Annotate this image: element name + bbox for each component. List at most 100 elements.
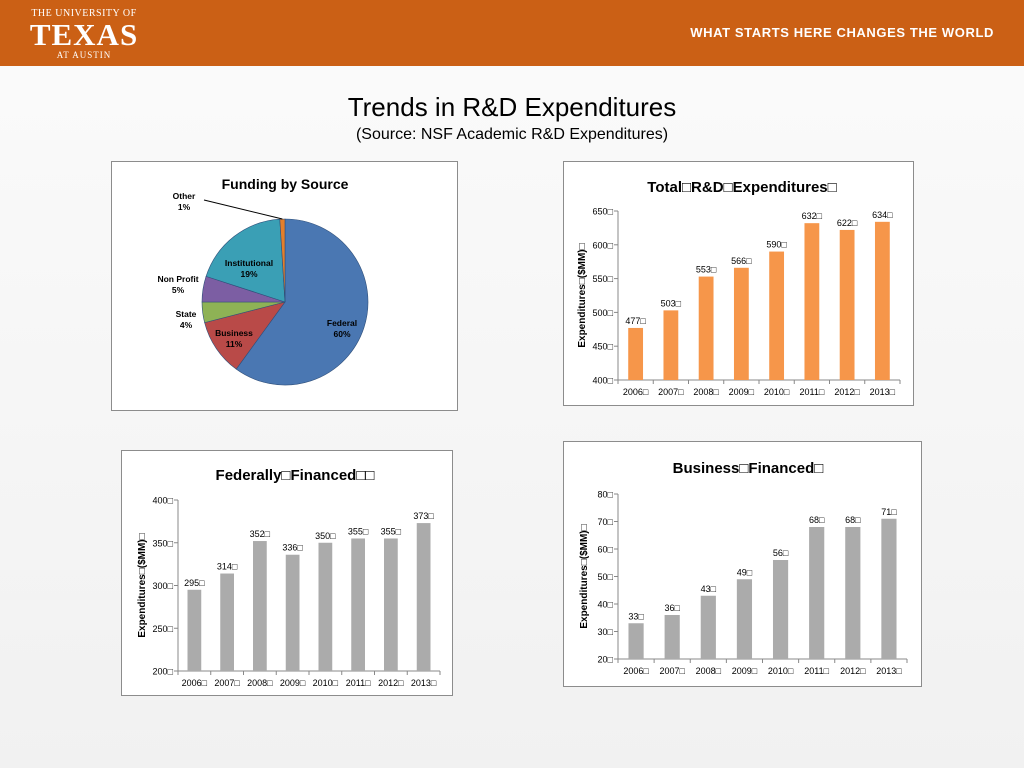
bar bbox=[769, 251, 785, 380]
x-tick-label: 2007□ bbox=[658, 387, 684, 397]
pie-slice bbox=[205, 218, 286, 303]
x-tick-label: 2013□ bbox=[411, 678, 437, 688]
bar bbox=[285, 554, 300, 671]
y-tick-label: 400□ bbox=[593, 376, 614, 386]
x-tick-label: 2012□ bbox=[840, 666, 866, 676]
bar-value-label: 295□ bbox=[184, 578, 205, 588]
bar-value-label: 355□ bbox=[348, 526, 369, 536]
bar-value-label: 373□ bbox=[413, 511, 434, 521]
x-tick-label: 2006□ bbox=[623, 666, 649, 676]
slice-percent: 4% bbox=[180, 320, 193, 330]
bar bbox=[318, 542, 333, 671]
bar bbox=[804, 223, 820, 380]
x-tick-label: 2009□ bbox=[732, 666, 758, 676]
pie-slice bbox=[235, 218, 369, 386]
bar-value-label: 355□ bbox=[381, 526, 402, 536]
business-financed-chart: Business□Financed□ Expenditures□($MM)□ 20□… bbox=[563, 441, 922, 687]
y-tick-label: 200□ bbox=[153, 667, 174, 677]
bar-value-label: 71□ bbox=[881, 507, 897, 517]
y-axis-label: Expenditures□($MM)□ bbox=[577, 243, 588, 347]
logo-line-1: THE UNIVERSITY OF bbox=[31, 8, 137, 19]
x-tick-label: 2012□ bbox=[378, 678, 404, 688]
y-tick-label: 80□ bbox=[598, 490, 614, 500]
chart-title: Federally□Financed□□ bbox=[216, 467, 375, 484]
bar-value-label: 350□ bbox=[315, 531, 336, 541]
bar bbox=[383, 538, 398, 671]
x-tick-label: 2007□ bbox=[659, 666, 685, 676]
ut-logo: THE UNIVERSITY OF TEXAS AT AUSTIN bbox=[28, 8, 140, 60]
x-tick-label: 2006□ bbox=[182, 678, 208, 688]
y-tick-label: 250□ bbox=[153, 624, 174, 634]
x-tick-label: 2011□ bbox=[346, 678, 371, 688]
bar-value-label: 632□ bbox=[802, 211, 823, 221]
bar bbox=[628, 327, 644, 380]
y-tick-label: 30□ bbox=[598, 627, 614, 637]
page-subtitle: (Source: NSF Academic R&D Expenditures) bbox=[355, 126, 669, 143]
bar-value-label: 68□ bbox=[845, 515, 861, 525]
x-tick-label: 2013□ bbox=[870, 387, 896, 397]
bar-value-label: 634□ bbox=[872, 210, 893, 220]
slice-label: Federal bbox=[327, 318, 357, 328]
bar bbox=[736, 579, 753, 659]
y-tick-label: 20□ bbox=[598, 655, 614, 665]
x-tick-label: 2008□ bbox=[693, 387, 719, 397]
bar bbox=[664, 615, 680, 659]
y-tick-label: 40□ bbox=[598, 600, 614, 610]
bar-value-label: 477□ bbox=[625, 316, 646, 326]
logo-line-3: AT AUSTIN bbox=[56, 50, 112, 60]
bar bbox=[809, 527, 825, 659]
x-tick-label: 2008□ bbox=[247, 678, 273, 688]
x-tick-label: 2010□ bbox=[313, 678, 339, 688]
bar-value-label: 36□ bbox=[664, 603, 680, 613]
y-tick-label: 50□ bbox=[598, 572, 614, 582]
header-banner: THE UNIVERSITY OF TEXAS AT AUSTIN WHAT S… bbox=[0, 0, 1024, 66]
bar bbox=[839, 229, 855, 380]
y-axis-label: Expenditures□($MM)□ bbox=[579, 524, 590, 628]
x-tick-label: 2009□ bbox=[729, 387, 755, 397]
y-tick-label: 600□ bbox=[593, 240, 614, 250]
y-tick-label: 650□ bbox=[593, 207, 614, 217]
slice-label: Institutional bbox=[225, 258, 273, 268]
y-tick-label: 350□ bbox=[153, 538, 174, 548]
federally-financed-chart: Federally□Financed□□ Expenditures□($MM)□ 2… bbox=[121, 450, 453, 696]
slice-percent: 60% bbox=[333, 329, 350, 339]
y-tick-label: 70□ bbox=[598, 517, 614, 527]
bar-value-label: 590□ bbox=[766, 240, 787, 250]
x-tick-label: 2011□ bbox=[799, 387, 824, 397]
bar-value-label: 566□ bbox=[731, 256, 752, 266]
bar bbox=[187, 589, 202, 671]
chart-title: Total□R&D□Expenditures□ bbox=[647, 179, 836, 196]
chart-title: Business□Financed□ bbox=[673, 460, 824, 477]
bar bbox=[881, 518, 897, 659]
bar-value-label: 314□ bbox=[217, 562, 238, 572]
y-tick-label: 60□ bbox=[598, 545, 614, 555]
logo-line-2: TEXAS bbox=[29, 17, 139, 52]
bar bbox=[845, 527, 861, 659]
bar-value-label: 56□ bbox=[773, 548, 789, 558]
chart-title: Funding by Source bbox=[222, 176, 349, 192]
x-tick-label: 2010□ bbox=[768, 666, 794, 676]
slice-percent: 19% bbox=[240, 269, 257, 279]
bar bbox=[700, 595, 716, 659]
y-axis-label: Expenditures□($MM)□ bbox=[137, 533, 148, 637]
y-tick-label: 500□ bbox=[593, 308, 614, 318]
bar bbox=[220, 573, 235, 671]
x-tick-label: 2013□ bbox=[876, 666, 902, 676]
slice-percent: 1% bbox=[178, 202, 191, 212]
y-tick-label: 300□ bbox=[153, 581, 174, 591]
x-tick-label: 2012□ bbox=[834, 387, 860, 397]
bar-value-label: 352□ bbox=[250, 529, 271, 539]
bar-value-label: 553□ bbox=[696, 265, 717, 275]
y-tick-label: 400□ bbox=[153, 496, 174, 506]
slice-label: Non Profit bbox=[157, 274, 198, 284]
bar-value-label: 503□ bbox=[661, 298, 682, 308]
y-tick-label: 550□ bbox=[593, 274, 614, 284]
x-tick-label: 2006□ bbox=[623, 387, 649, 397]
leader-line bbox=[203, 199, 283, 220]
slice-label: Other bbox=[173, 191, 196, 201]
x-tick-label: 2010□ bbox=[764, 387, 790, 397]
bar bbox=[874, 221, 890, 380]
x-tick-label: 2008□ bbox=[696, 666, 722, 676]
bar bbox=[416, 523, 431, 671]
bar bbox=[772, 560, 789, 659]
